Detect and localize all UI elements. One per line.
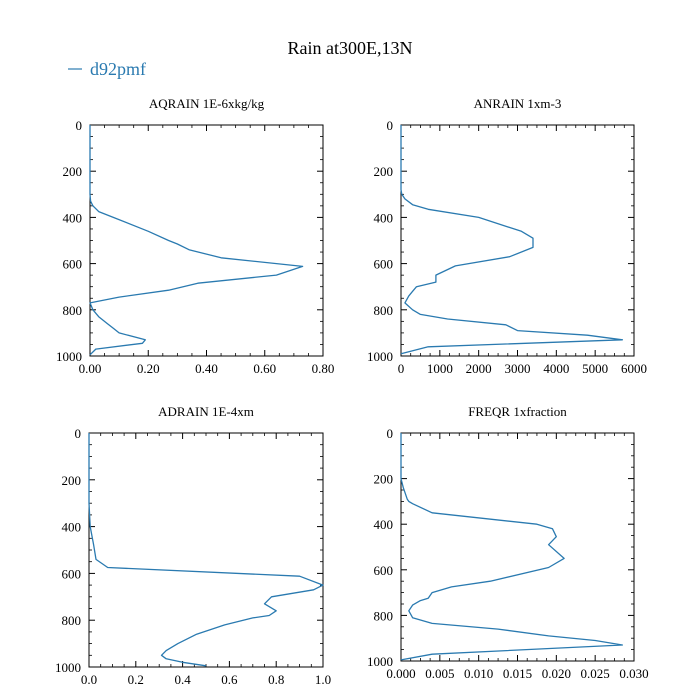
y-tick-label: 800 [374, 608, 394, 623]
panel-title: FREQR 1xfraction [468, 404, 567, 419]
x-tick-label: 0.40 [195, 361, 218, 376]
y-tick-label: 400 [374, 517, 394, 532]
x-tick-label: 0.8 [268, 672, 284, 687]
panel-1: AQRAIN 1E-6xkg/kg 0.00 0.20 0.40 0.60 0.80 0 20… [56, 96, 334, 376]
x-tick-label: 0.030 [619, 666, 648, 681]
legend: d92pmf [68, 59, 146, 79]
panels: AQRAIN 1E-6xkg/kg0.00 0.20 0.40 0.60 0.80020… [55, 96, 649, 687]
y-tick-label: 200 [62, 473, 82, 488]
x-tick-label: 0.60 [253, 361, 276, 376]
series-line-d92pmf [88, 433, 324, 667]
y-tick-label: 600 [374, 563, 394, 578]
x-tick-label: 0.025 [581, 666, 610, 681]
x-tick-label: 0.20 [137, 361, 160, 376]
x-tick-label: 4000 [543, 361, 569, 376]
y-tick-label: 800 [63, 303, 83, 318]
y-tick-label: 600 [374, 257, 394, 272]
y-tick-label: 0 [76, 118, 83, 133]
x-tick-label: 1000 [427, 361, 453, 376]
y-tick-label: 400 [374, 210, 394, 225]
series-line-d92pmf [400, 433, 624, 661]
panel-3: ADRAIN 1E-4xm 0.0 0.2 0.4 0.6 0.8 1.0 0 200 400 60… [55, 404, 331, 687]
x-tick-label: 0.4 [174, 672, 191, 687]
y-tick-label: 1000 [367, 349, 393, 364]
y-tick-label: 0 [75, 426, 82, 441]
y-tick-label: 1000 [56, 349, 82, 364]
panel-4: FREQR 1xfraction 0.000 0.005 0.010 0.015 0.02… [367, 404, 649, 681]
panel-title: ADRAIN 1E-4xm [158, 404, 254, 419]
x-tick-label: 5000 [582, 361, 608, 376]
x-tick-label: 0 [398, 361, 405, 376]
y-tick-label: 400 [62, 520, 82, 535]
series-line-d92pmf [400, 125, 624, 355]
series-line-d92pmf [89, 125, 304, 356]
x-tick-label: 0.2 [128, 672, 144, 687]
x-tick-label: 0.020 [542, 666, 571, 681]
legend-label: d92pmf [90, 59, 146, 79]
y-tick-label: 1000 [55, 660, 81, 675]
x-tick-label: 0.0 [81, 672, 97, 687]
x-tick-label: 0.015 [503, 666, 532, 681]
y-tick-label: 0 [387, 426, 394, 441]
y-tick-label: 200 [374, 472, 394, 487]
x-tick-label: 0.00 [79, 361, 102, 376]
x-tick-label: 0.005 [425, 666, 454, 681]
x-tick-label: 1.0 [315, 672, 331, 687]
y-tick-label: 400 [63, 210, 83, 225]
x-tick-label: 2000 [466, 361, 492, 376]
y-tick-label: 800 [374, 303, 394, 318]
panel-title: ANRAIN 1xm-3 [474, 96, 562, 111]
figure-title: Rain at300E,13N [288, 38, 413, 58]
y-tick-label: 0 [387, 118, 394, 133]
x-tick-label: 0.000 [386, 666, 415, 681]
panel-title: AQRAIN 1E-6xkg/kg [149, 96, 265, 111]
x-tick-label: 3000 [505, 361, 531, 376]
y-tick-label: 200 [63, 164, 83, 179]
x-tick-label: 0.80 [312, 361, 335, 376]
y-tick-label: 600 [63, 257, 83, 272]
y-tick-label: 1000 [367, 654, 393, 669]
x-tick-label: 0.010 [464, 666, 493, 681]
y-tick-label: 800 [62, 613, 82, 628]
y-tick-label: 600 [62, 566, 82, 581]
panel-2: ANRAIN 1xm-3 0 1000 2000 3000 4000 5000 6000 0 20… [367, 96, 647, 376]
x-tick-label: 6000 [621, 361, 647, 376]
x-tick-label: 0.6 [221, 672, 238, 687]
y-tick-label: 200 [374, 164, 394, 179]
